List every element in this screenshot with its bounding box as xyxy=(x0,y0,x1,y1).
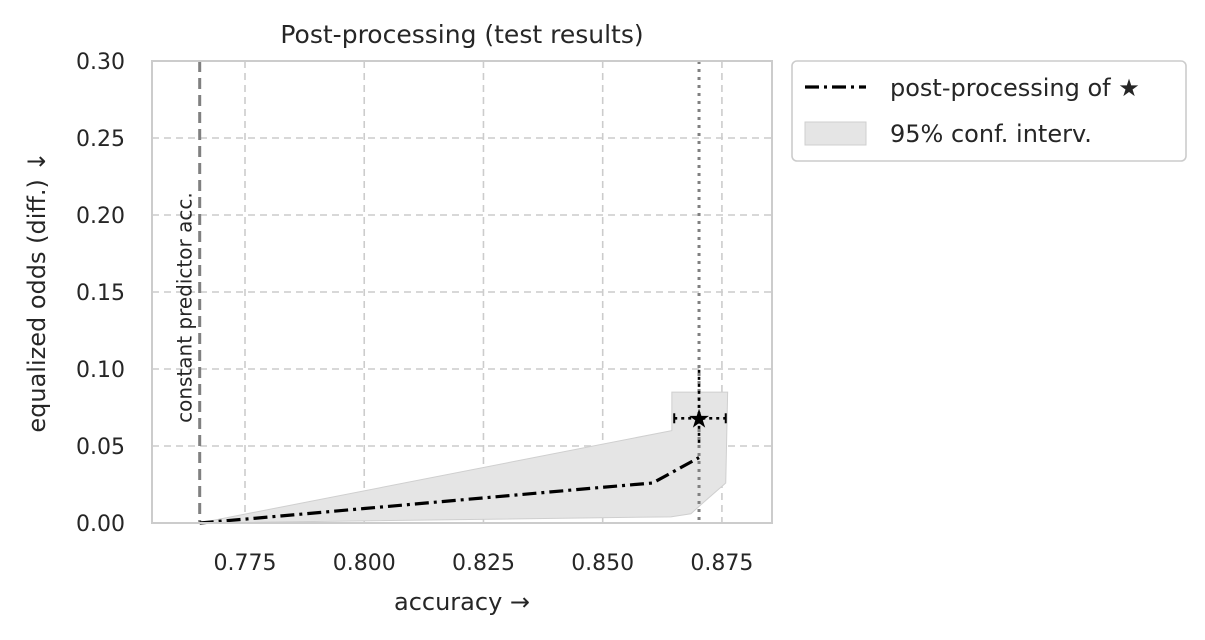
axes-frame xyxy=(151,60,773,524)
y-axis-label: equalized odds (diff.) ↓ xyxy=(23,151,51,432)
x-tick-label: 0.800 xyxy=(333,551,396,576)
y-tick-label: 0.10 xyxy=(76,358,125,383)
y-tick-label: 0.30 xyxy=(76,50,125,75)
confidence-band xyxy=(199,391,729,524)
chart-title: Post-processing (test results) xyxy=(280,20,643,49)
legend-box xyxy=(791,60,1187,162)
legend: post-processing of ★ 95% conf. interv. xyxy=(791,60,1187,162)
x-axis-label: accuracy → xyxy=(394,588,530,616)
constant-predictor-label: constant predictor acc. xyxy=(173,192,197,423)
x-tick-label: 0.775 xyxy=(214,551,277,576)
y-tick-label: 0.20 xyxy=(76,204,125,229)
y-tick-label: 0.00 xyxy=(76,512,125,537)
reference-point-star: ★ xyxy=(687,404,710,434)
y-tick-label: 0.15 xyxy=(76,281,125,306)
x-tick-label: 0.875 xyxy=(690,551,753,576)
y-tick-label: 0.25 xyxy=(76,127,125,152)
x-tick-label: 0.850 xyxy=(571,551,634,576)
y-tick-label: 0.05 xyxy=(76,435,125,460)
plot-area: constant predictor acc. ★ 0.775 0.800 0.825 0… xyxy=(76,50,773,576)
legend-label: post-processing of ★ xyxy=(890,74,1140,102)
legend-band-swatch xyxy=(804,121,867,146)
x-tick-label: 0.825 xyxy=(452,551,515,576)
legend-label: 95% conf. interv. xyxy=(890,120,1092,148)
